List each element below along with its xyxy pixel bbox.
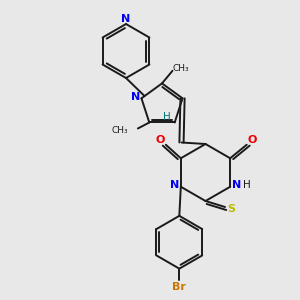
- Text: N: N: [232, 180, 242, 190]
- Text: O: O: [156, 135, 165, 145]
- Text: N: N: [169, 180, 179, 190]
- Text: CH₃: CH₃: [112, 126, 128, 135]
- Text: S: S: [227, 204, 235, 214]
- Text: H: H: [163, 112, 171, 122]
- Text: O: O: [248, 135, 257, 145]
- Text: N: N: [131, 92, 141, 102]
- Text: H: H: [243, 180, 251, 190]
- Text: N: N: [122, 14, 130, 24]
- Text: CH₃: CH₃: [172, 64, 189, 73]
- Text: Br: Br: [172, 282, 186, 292]
